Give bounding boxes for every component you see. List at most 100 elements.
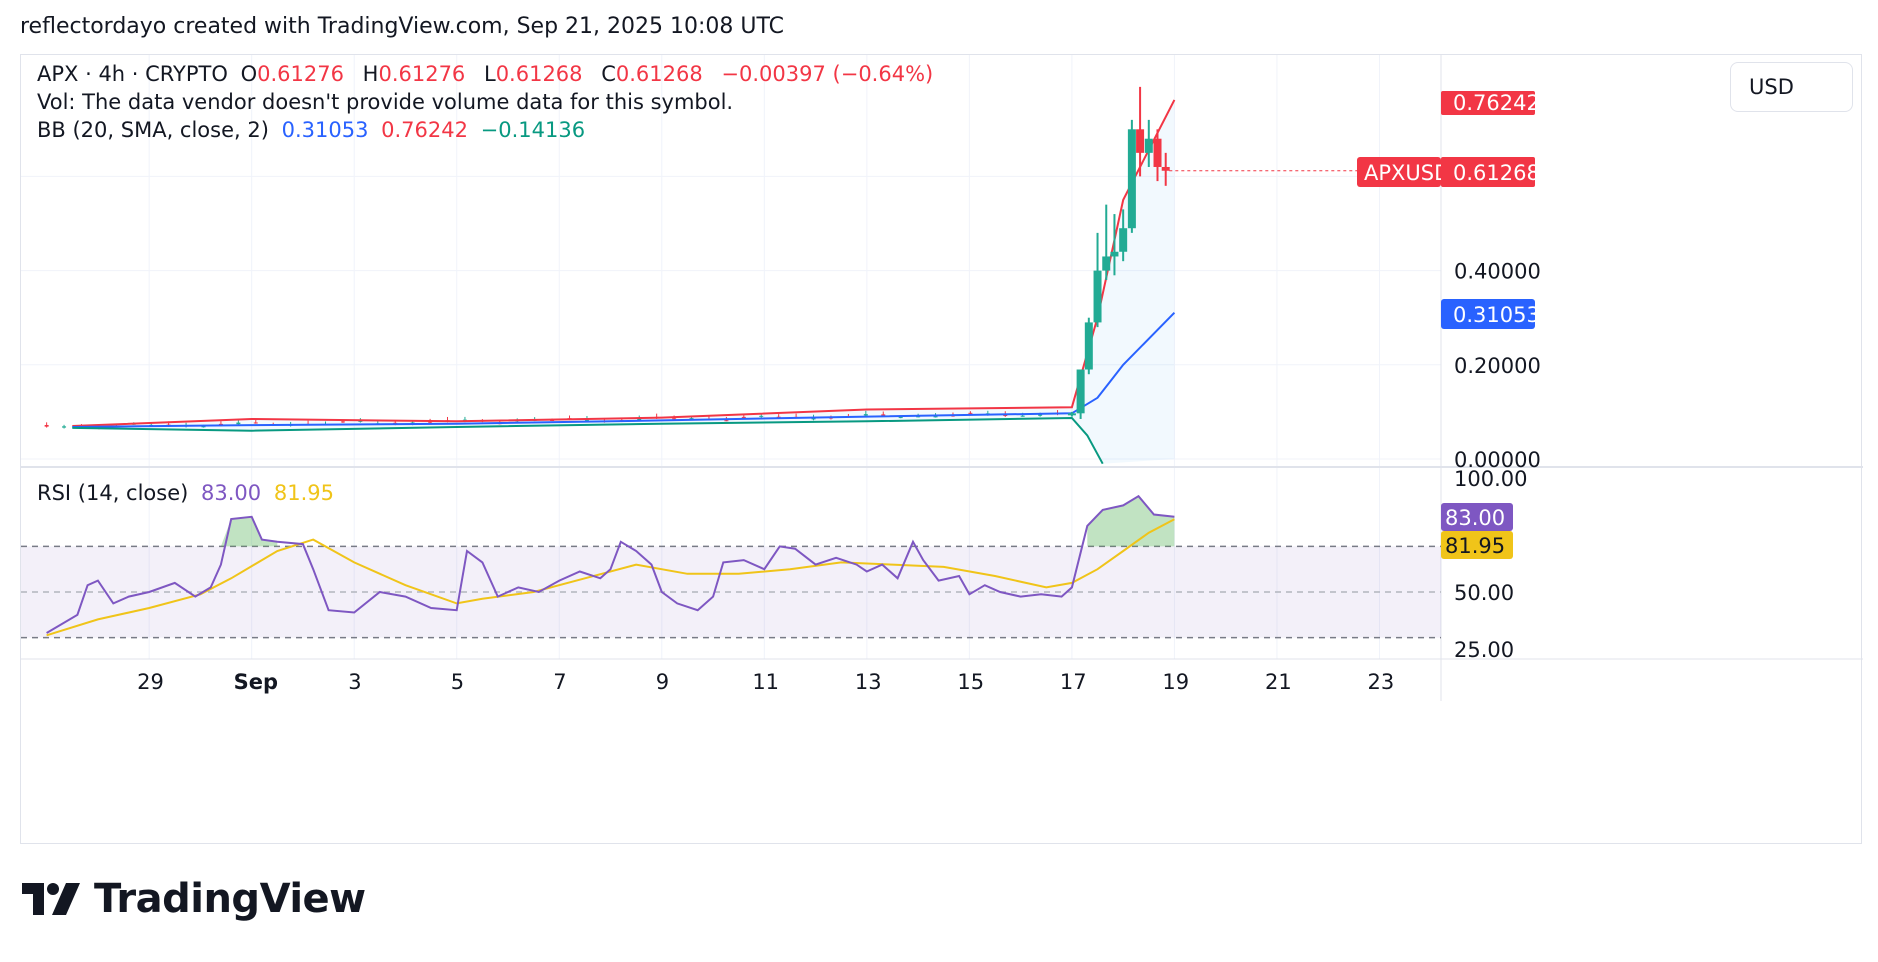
bb-basis-tag (1441, 299, 1535, 329)
bb-upper-tag-text: 0.76242 (1453, 91, 1540, 115)
candle-body-flat-12 (253, 422, 258, 424)
candle-body-flat-51 (933, 416, 938, 418)
rsi-value: 83.00 (201, 481, 262, 505)
time-tick-label-6: 11 (752, 670, 779, 694)
price-tick-label-2: 0.40000 (1454, 260, 1541, 284)
candle-body-7[interactable] (1127, 129, 1136, 229)
candle-body-5[interactable] (1110, 251, 1119, 257)
last-price-tag (1441, 157, 1535, 187)
rsi-tick-label-0: 25.00 (1454, 638, 1514, 662)
candle-body-1[interactable] (1076, 369, 1085, 414)
open-value: 0.61276 (257, 62, 344, 86)
candle-body-flat-39 (724, 420, 729, 422)
rsi-value-tag-text: 83.00 (1445, 506, 1505, 530)
bb-lower-value: −0.14136 (480, 118, 586, 142)
rsi-overbought-fill-0 (220, 516, 278, 547)
candle-body-4[interactable] (1102, 256, 1111, 271)
candle-body-flat-1 (62, 426, 67, 428)
brand-logo[interactable]: TradingView (22, 876, 366, 922)
low-label: L (483, 62, 496, 86)
rsi-value-tag (1441, 503, 1513, 531)
time-tick-label-11: 21 (1265, 670, 1292, 694)
candle-body-flat-18 (358, 420, 363, 422)
time-tick-label-12: 23 (1367, 670, 1394, 694)
rsi-ma-tag-text: 81.95 (1445, 534, 1505, 558)
credit-text: reflectordayo created with TradingView.c… (20, 14, 785, 39)
bb-label[interactable]: BB (20, SMA, close, 2) (37, 118, 269, 142)
candle-body-flat-49 (898, 417, 903, 419)
bb-basis-value: 0.31053 (281, 118, 369, 142)
candle-body-10[interactable] (1153, 138, 1162, 167)
candle-body-flat-36 (672, 418, 677, 420)
time-tick-label-10: 19 (1162, 670, 1189, 694)
bb-upper-value: 0.76242 (381, 118, 468, 142)
volume-note[interactable]: Vol: The data vendor doesn't provide vol… (37, 90, 734, 114)
currency-label: USD (1749, 75, 1794, 99)
low-value: 0.61268 (495, 62, 583, 86)
rsi-line (46, 494, 1175, 634)
bb-upper-line (72, 99, 1176, 427)
time-tick-label-2: 3 (348, 670, 361, 694)
candle-body-3[interactable] (1093, 270, 1102, 323)
time-tick-label-7: 13 (855, 670, 882, 694)
symbol-label[interactable]: APX · 4h · CRYPTO (37, 62, 228, 86)
rsi-ma-tag (1441, 531, 1513, 559)
rsi-tick-label-2: 100.00 (1454, 467, 1527, 491)
time-tick-label-9: 17 (1060, 670, 1087, 694)
time-tick-label-1: Sep (234, 670, 278, 694)
brand-name: TradingView (94, 876, 366, 922)
currency-button[interactable]: USD (1730, 62, 1853, 112)
bb-basis-tag-text: 0.31053 (1453, 303, 1540, 327)
candle-body-flat-57 (1038, 414, 1043, 416)
bb-upper-tag (1441, 91, 1535, 115)
price-legend: APX · 4h · CRYPTO O0.61276 H0.61276 L0.6… (37, 62, 939, 86)
candle-body-flat-9 (201, 426, 206, 428)
change-value: −0.00397 (−0.64%) (721, 62, 934, 86)
candle-body-flat-37 (689, 418, 694, 420)
open-label: O (240, 62, 258, 86)
bb-basis-line (72, 311, 1176, 428)
candle-body-flat-41 (759, 415, 764, 417)
close-label: C (601, 62, 616, 86)
bb-fill-area (72, 99, 1175, 464)
last-price-tag-text: 0.61268 (1453, 161, 1540, 185)
price-tick-label-0: 0.00000 (1454, 448, 1541, 472)
candle-body-flat-11 (236, 422, 241, 425)
candle-body-flat-48 (881, 414, 886, 416)
rsi-legend: RSI (14, close) 83.00 81.95 (37, 481, 340, 505)
candle-body-flat-47 (863, 414, 868, 416)
candle-body-flat-22 (428, 421, 433, 423)
price-tick-label-1: 0.20000 (1454, 354, 1541, 378)
candle-body-2[interactable] (1084, 322, 1093, 370)
rsi-overbought-fill-1 (1087, 496, 1175, 547)
chart-frame: 0.00000 0.20000 0.40000 0.76242 APXUSD 0.6126… (20, 54, 1863, 845)
rsi-tick-label-1: 50.00 (1454, 581, 1514, 605)
symbol-tag[interactable] (1357, 157, 1441, 187)
candle-body-11[interactable] (1161, 166, 1170, 171)
candle-body-flat-40 (741, 416, 746, 418)
rsi-label[interactable]: RSI (14, close) (37, 481, 189, 505)
bb-legend: BB (20, SMA, close, 2) 0.31053 0.76242 −… (37, 118, 591, 142)
candle-body-0[interactable] (1067, 413, 1076, 416)
high-label: H (362, 62, 379, 86)
time-tick-label-0: 29 (137, 670, 164, 694)
rsi-ma-line (46, 518, 1175, 637)
candle-body-8[interactable] (1136, 129, 1145, 153)
volume-legend: Vol: The data vendor doesn't provide vol… (37, 90, 739, 114)
candle-body-6[interactable] (1119, 228, 1128, 252)
symbol-tag-text: APXUSD (1364, 161, 1450, 185)
candle-body-flat-56 (1020, 415, 1025, 417)
time-tick-label-3: 5 (451, 670, 464, 694)
candle-body-flat-50 (916, 416, 921, 418)
time-tick-label-8: 15 (957, 670, 984, 694)
candle-body-flat-53 (968, 412, 973, 414)
tradingview-logo-icon (22, 883, 80, 915)
close-value: 0.61268 (615, 62, 703, 86)
candle-body-flat-0 (44, 425, 49, 427)
candle-body-9[interactable] (1144, 138, 1153, 153)
time-tick-label-5: 9 (656, 670, 669, 694)
candle-body-flat-34 (637, 418, 642, 421)
time-tick-label-4: 7 (553, 670, 566, 694)
candle-body-flat-31 (584, 419, 589, 421)
